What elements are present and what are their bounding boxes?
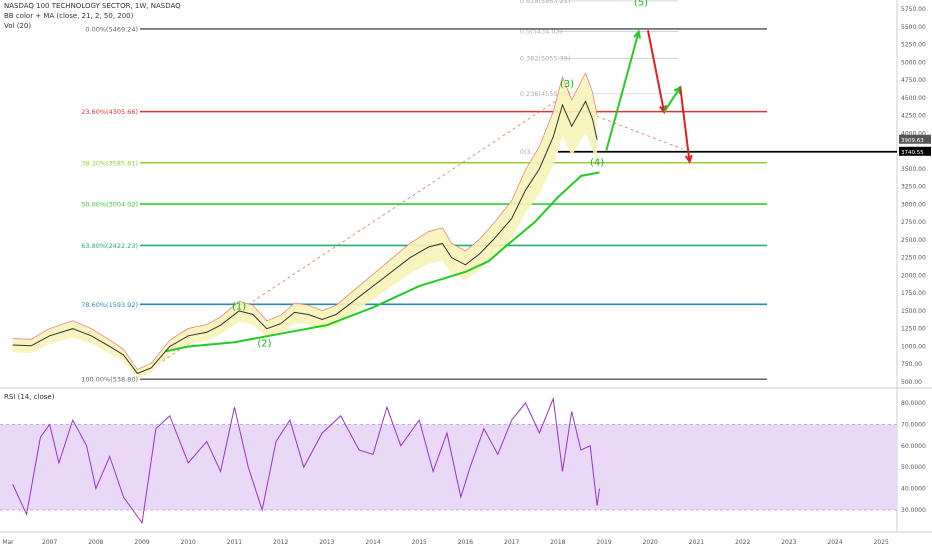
projection-arrow-down-2-head [684, 154, 693, 165]
price-tick-label: 1500.00 [901, 308, 926, 315]
time-tick-label: 2012 [273, 539, 288, 546]
last-price-text: 3909.63 [901, 138, 924, 144]
chart-title: NASDAQ 100 TECHNOLOGY SECTOR, 1W, NASDAQ [4, 2, 181, 10]
price-tick-label: 3250.00 [901, 184, 926, 191]
time-tick-label: 2011 [227, 539, 242, 546]
ma200-line [164, 171, 600, 353]
volume-label: Vol (20) [4, 22, 32, 30]
time-tick-label: 2009 [134, 539, 149, 546]
price-tick-label: 1250.00 [901, 326, 926, 333]
price-tick-label: 2250.00 [901, 255, 926, 262]
bollinger-band [12, 72, 598, 378]
price-tick-label: 5500.00 [901, 24, 926, 31]
time-tick-label: 2017 [504, 539, 519, 546]
price-tick-label: 4000.00 [901, 130, 926, 137]
fib-level-label: 63.80%(2422.23) [81, 242, 138, 250]
time-tick-label: 2022 [735, 539, 750, 546]
fib-level-label: 50.00%(3004.02) [81, 201, 138, 209]
rsi-band [0, 424, 897, 510]
time-tick-label: 2023 [781, 539, 796, 546]
wave-label: (5) [634, 0, 648, 8]
price-tick-label: 2000.00 [901, 272, 926, 279]
rsi-tick-label: 70.0000 [901, 421, 926, 428]
projection-arrow-up [605, 31, 640, 151]
time-tick-label: 2007 [42, 539, 57, 546]
fib-level-label: 38.20%(3585.81) [81, 159, 138, 167]
wave-label: (3) [560, 79, 574, 90]
rsi-line [12, 396, 600, 525]
price-tick-label: 2500.00 [901, 237, 926, 244]
time-tick-label: 2019 [596, 539, 611, 546]
wave-label: (1) [232, 302, 246, 313]
fib-ext-label: 0.236(4555.40) [520, 90, 571, 98]
support-price-tag [899, 146, 931, 156]
time-tick-label: 2010 [181, 539, 196, 546]
projection-arrow-down-2 [679, 87, 691, 162]
price-tick-label: 4500.00 [901, 95, 926, 102]
rsi-label: RSI (14, close) [4, 393, 55, 401]
fib-ext-label: 0.382(5055.39) [520, 54, 571, 62]
price-tick-label: 750.00 [901, 361, 922, 368]
time-tick-label: 2013 [319, 539, 334, 546]
time-tick-label: 2015 [412, 539, 427, 546]
wave-label: (2) [257, 338, 271, 349]
time-tick-label: 2008 [88, 539, 103, 546]
time-tick-label: 2020 [643, 539, 658, 546]
rsi-tick-label: 60.0000 [901, 443, 926, 450]
projection-arrow-up-head [633, 29, 641, 39]
price-tick-label: 5250.00 [901, 42, 926, 49]
price-tick-label: 4750.00 [901, 77, 926, 84]
support-price-text: 3740.55 [901, 150, 924, 156]
fib-level-label: 78.60%(1593.92) [81, 301, 138, 309]
price-tick-label: 1000.00 [901, 343, 926, 350]
trend-dashed-line [585, 111, 683, 150]
rsi-tick-label: 30.0000 [901, 507, 926, 514]
fib-ext-label: 0.618(5863.21) [520, 0, 571, 5]
price-tick-label: 2750.00 [901, 219, 926, 226]
time-tick-label: 2016 [458, 539, 473, 546]
time-tick-label: 2018 [550, 539, 565, 546]
price-tick-label: 500.00 [901, 379, 922, 386]
rsi-tick-label: 80.0000 [901, 400, 926, 407]
time-tick-label: 2014 [365, 539, 380, 546]
time-tick-label: 2024 [827, 539, 842, 546]
last-price-tag [899, 134, 931, 144]
price-tick-label: 5750.00 [901, 6, 926, 13]
fib-ext-label: 0(3...) [520, 148, 540, 156]
price-tick-label: 4250.00 [901, 113, 926, 120]
price-tick-label: 3000.00 [901, 201, 926, 208]
price-tick-label: 1750.00 [901, 290, 926, 297]
fib-level-label: 100.00%(538.80) [81, 376, 138, 384]
fib-ext-label: 0.5(5434.03) [520, 27, 562, 35]
time-tick-label: Mar [2, 539, 14, 546]
fib-level-label: 23.60%(4305.66) [81, 108, 138, 116]
bollinger-upper [12, 72, 598, 370]
price-tick-label: 5000.00 [901, 59, 926, 66]
time-tick-label: 2025 [874, 539, 889, 546]
price-tick-label: 3500.00 [901, 166, 926, 173]
rsi-tick-label: 50.0000 [901, 464, 926, 471]
rsi-tick-label: 40.0000 [901, 486, 926, 493]
projection-arrow-up-2 [663, 86, 682, 113]
time-tick-label: 2021 [689, 539, 704, 546]
projection-arrow-down [646, 30, 666, 113]
wave-label: (4) [590, 157, 604, 168]
price-line [12, 100, 598, 375]
fib-level-label: 0.00%(5469.24) [85, 25, 138, 33]
indicator-label: BB color + MA (close, 21, 2, 50, 200) [4, 12, 134, 20]
